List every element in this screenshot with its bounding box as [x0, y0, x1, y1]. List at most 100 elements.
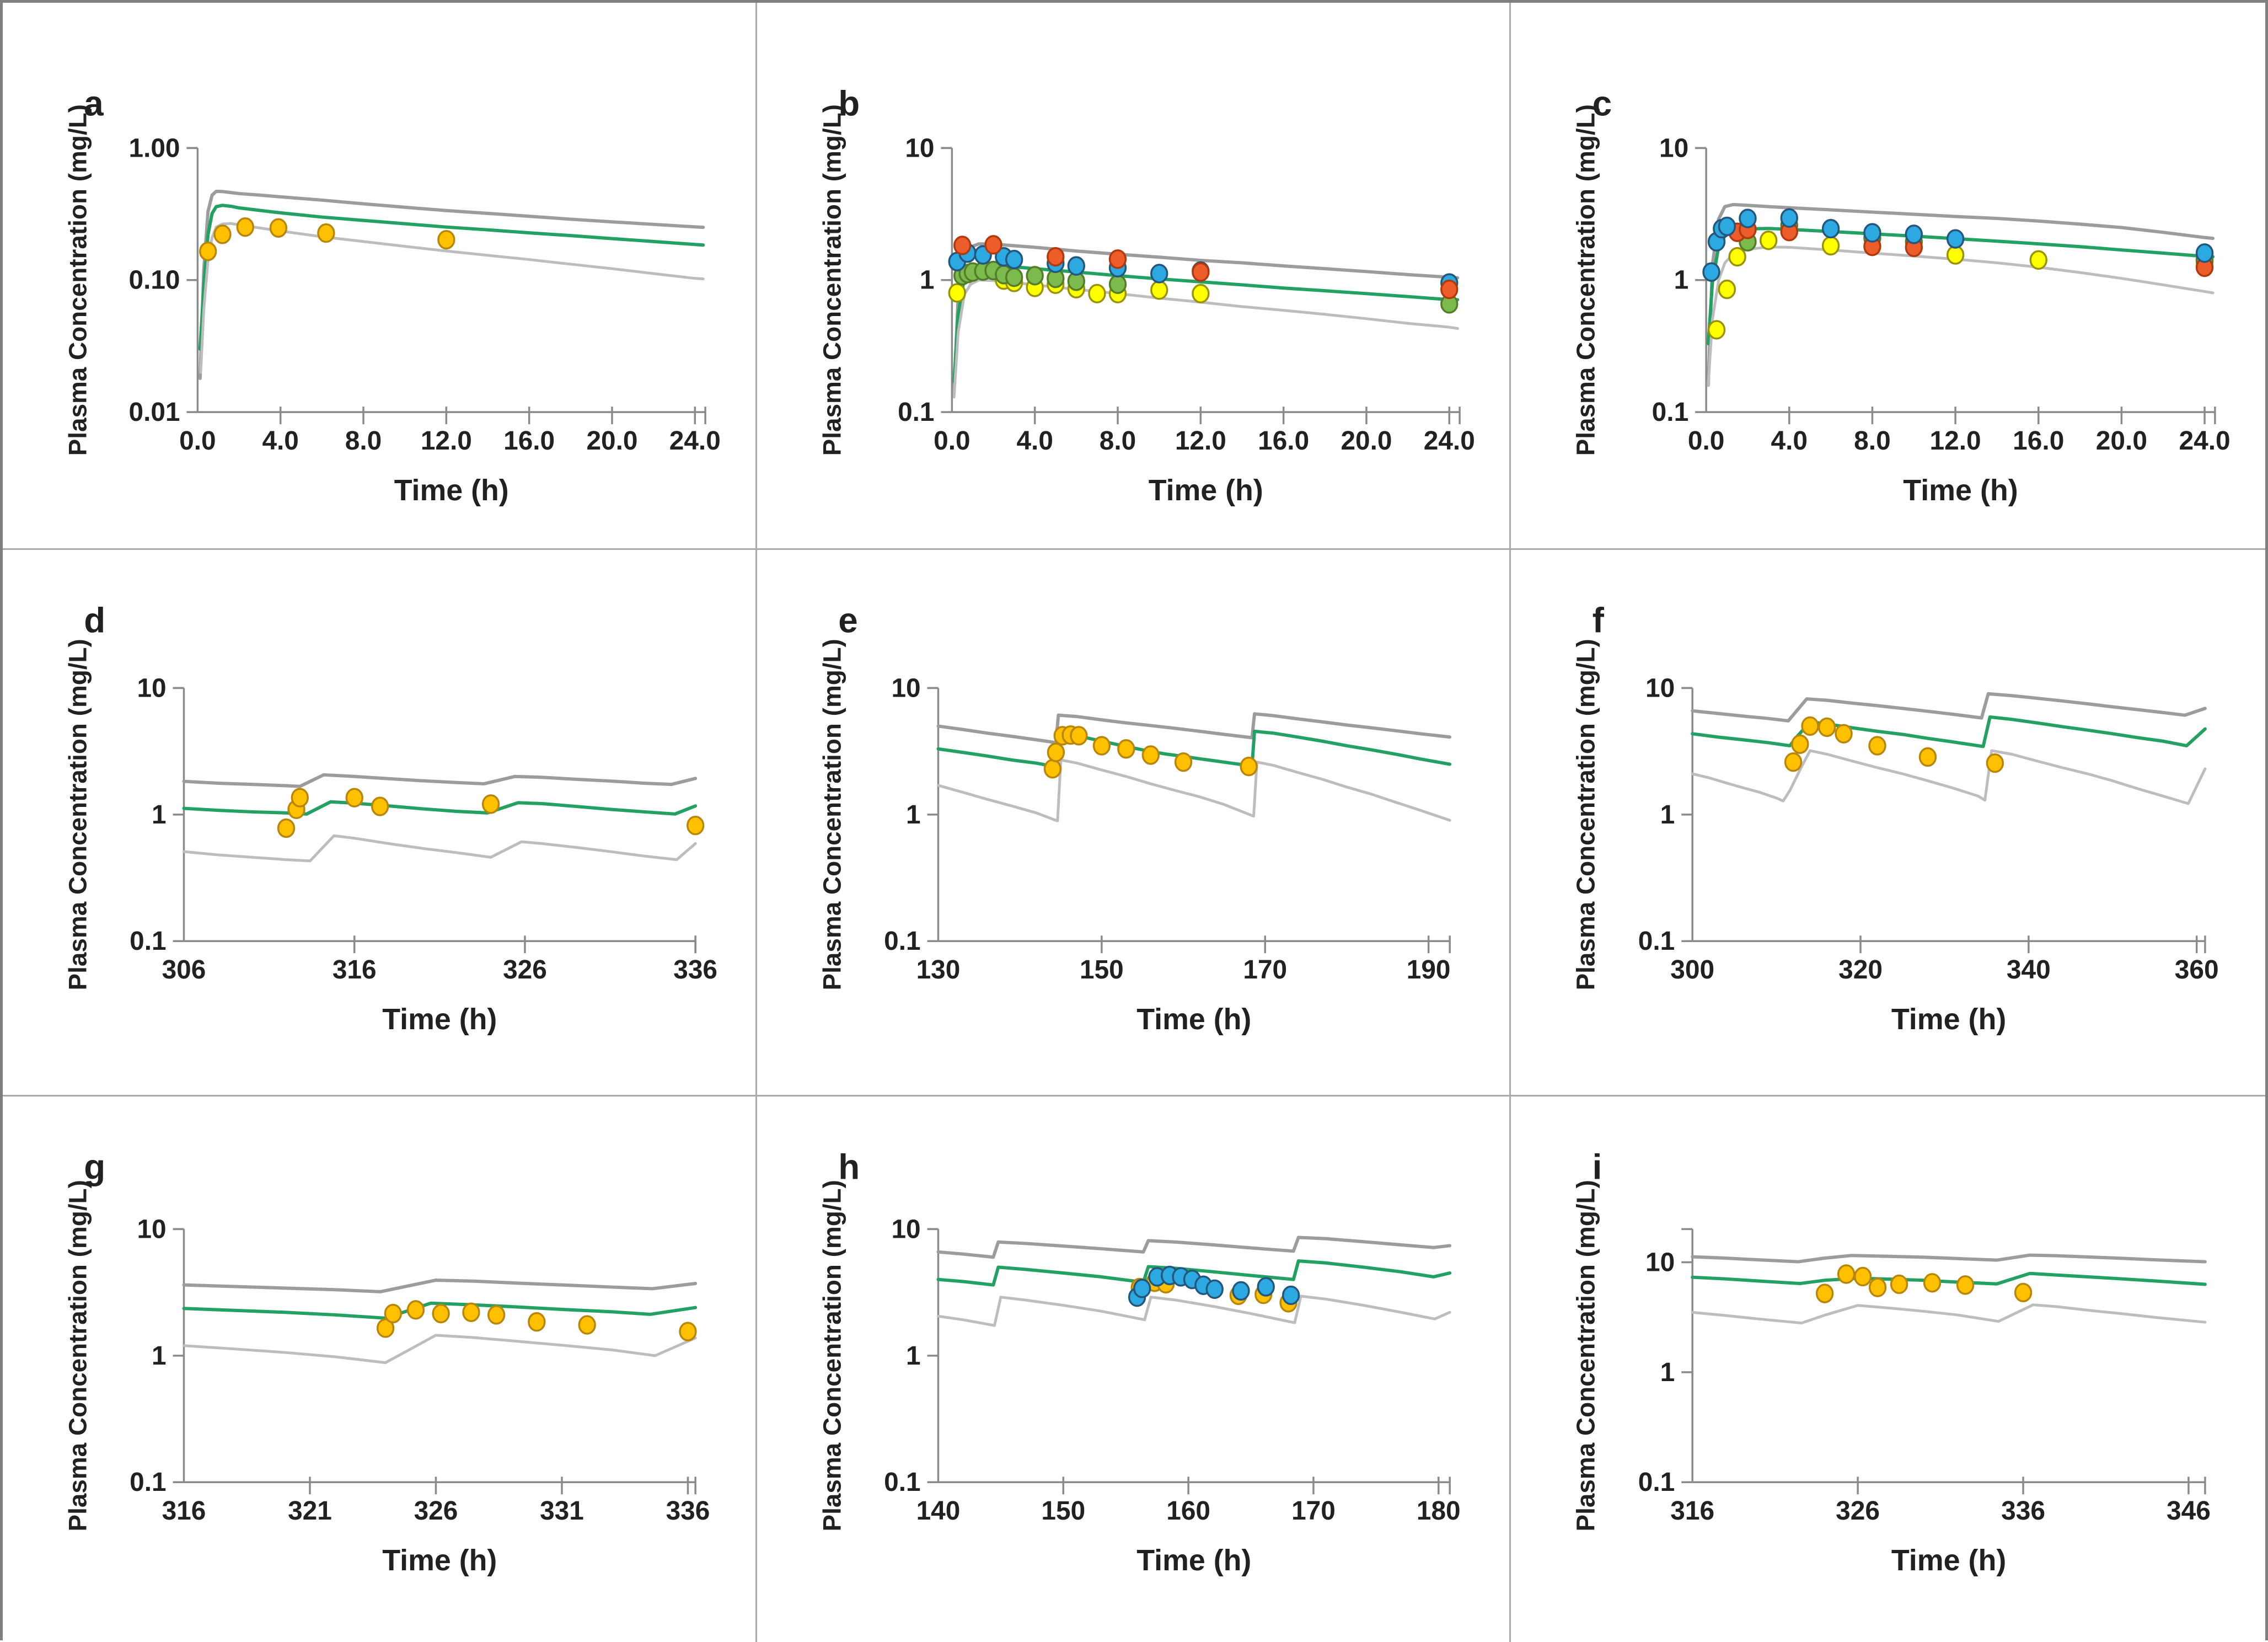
panel-e-predicted-median-line: [936, 729, 1451, 769]
y-axis-title: Plasma Concentration (mg/L): [818, 639, 846, 990]
y-axis-title: Plasma Concentration (mg/L): [1572, 639, 1600, 990]
x-axis-title: Time (h): [1148, 474, 1263, 507]
panel-i-upper-percentile-line: [1691, 1253, 2207, 1264]
panel-i-observed-amber-point: [1890, 1274, 1908, 1295]
panel-f-observed-amber-point: [1919, 747, 1937, 767]
panel-e-observed-amber-point: [1069, 725, 1088, 746]
x-tick-label: 180: [1417, 1496, 1461, 1526]
x-tick-label: 0.0: [934, 426, 970, 456]
panel-a-observed-amber-point: [437, 229, 455, 250]
panel-c-observed-yellow-point: [1708, 320, 1726, 340]
panel-i-lower-percentile-line: [1691, 1303, 2207, 1325]
x-tick-label: 24.0: [669, 426, 721, 456]
x-tick-label: 190: [1406, 955, 1450, 985]
y-axis-title: Plasma Concentration (mg/L): [63, 639, 92, 990]
panel-a-observed-amber-point: [317, 223, 335, 243]
y-tick-label: 0.1: [1652, 398, 1689, 427]
y-axis-title: Plasma Concentration (mg/L): [818, 104, 846, 456]
panel-c-observed-blue-point: [1947, 229, 1965, 249]
panel-d-observed-amber-point: [345, 788, 363, 807]
panel-b-observed-yellow-point: [1191, 284, 1210, 304]
y-tick-label: 10: [905, 133, 934, 163]
x-tick-label: 0.0: [179, 426, 216, 456]
panel-i-observed-amber-point: [2014, 1282, 2033, 1303]
panel-g-observed-amber-point: [384, 1303, 402, 1324]
x-tick-label: 170: [1243, 955, 1287, 985]
panel-a-predicted-median-line: [198, 204, 705, 351]
panel-b-observed-blue-point: [1005, 249, 1023, 270]
panel-letter-d: d: [84, 600, 105, 640]
panel-b-observed-orange-point: [1108, 249, 1127, 269]
panel-e-observed-amber-point: [1240, 756, 1258, 776]
x-tick-label: 326: [414, 1496, 458, 1526]
x-tick-label: 12.0: [421, 426, 472, 456]
panel-b-observed-orange-point: [1191, 262, 1210, 282]
panel-d-observed-amber-point: [371, 796, 389, 816]
y-tick-label: 0.1: [1638, 1468, 1675, 1497]
y-tick-label: 0.1: [130, 1468, 166, 1497]
x-tick-label: 336: [666, 1496, 710, 1526]
x-tick-label: 8.0: [1099, 426, 1135, 456]
x-axis-title: Time (h): [394, 474, 509, 507]
panel-g-observed-amber-point: [487, 1305, 506, 1325]
panel-d-lower-percentile-line: [182, 834, 697, 862]
x-tick-label: 300: [1671, 955, 1715, 985]
panel-i: i Plasma Concentration (mg/L) Time (h) 10 1 0…: [1511, 1097, 2265, 1642]
panel-e-observed-amber-point: [1043, 758, 1061, 779]
x-tick-label: 346: [2167, 1496, 2211, 1526]
x-axis-title: Time (h): [1891, 1544, 2006, 1577]
panel-g-upper-percentile-line: [182, 1279, 698, 1294]
x-tick-label: 360: [2175, 955, 2219, 985]
panel-g-observed-amber-point: [462, 1302, 480, 1323]
x-tick-label: 20.0: [586, 426, 637, 456]
panel-f-lower-percentile-line: [1691, 748, 2207, 805]
y-tick-label: 0.1: [1638, 927, 1675, 956]
y-axis-title: Plasma Concentration (mg/L): [63, 104, 92, 456]
panel-b-observed-orange-point: [984, 235, 1002, 255]
y-tick-label: 10: [137, 1215, 166, 1244]
panel-f-observed-amber-point: [1986, 753, 2004, 773]
panel-d-observed-amber-point: [277, 818, 296, 838]
y-tick-label: 1: [1674, 266, 1689, 295]
x-tick-label: 320: [1838, 955, 1883, 985]
panel-g-observed-amber-point: [578, 1315, 596, 1335]
x-axis-title: Time (h): [1136, 1002, 1251, 1035]
panel-b-observed-green-point: [1108, 274, 1127, 295]
y-tick-label: 10: [1659, 133, 1688, 163]
panel-f-observed-amber-point: [1801, 716, 1820, 736]
x-tick-label: 150: [1041, 1496, 1085, 1526]
panel-h-observed-blue-point: [1205, 1279, 1224, 1299]
panel-a: a Plasma Concentration (mg/L) Time (h) 1.00…: [3, 3, 757, 550]
panel-b-observed-orange-point: [1440, 279, 1459, 299]
x-tick-label: 170: [1291, 1496, 1336, 1526]
panel-d: d Plasma Concentration (mg/L) Time (h) 10 1 0…: [3, 549, 757, 1097]
panel-a-observed-amber-point: [213, 224, 232, 244]
x-tick-label: 321: [288, 1496, 332, 1526]
panel-b-observed-yellow-point: [1087, 284, 1106, 304]
panel-d-observed-amber-point: [686, 815, 705, 835]
panel-c-observed-blue-point: [1739, 208, 1757, 228]
x-tick-label: 160: [1166, 1496, 1210, 1526]
panel-h-predicted-median-line: [936, 1259, 1451, 1287]
y-axis-title: Plasma Concentration (mg/L): [1572, 1180, 1600, 1531]
x-tick-label: 16.0: [2013, 426, 2064, 456]
panel-letter-f: f: [1593, 600, 1605, 640]
panel-i-observed-amber-point: [1837, 1264, 1856, 1284]
x-tick-label: 326: [503, 955, 547, 985]
y-tick-label: 0.1: [898, 398, 934, 427]
panel-c-observed-yellow-point: [1822, 236, 1840, 256]
x-tick-label: 20.0: [1341, 426, 1392, 456]
y-tick-label: 1: [920, 266, 935, 295]
x-tick-label: 16.0: [503, 426, 555, 456]
x-tick-label: 8.0: [1854, 426, 1891, 456]
panel-e-observed-amber-point: [1047, 742, 1065, 762]
x-tick-label: 12.0: [1930, 426, 1981, 456]
panel-h-observed-blue-point: [1257, 1277, 1275, 1297]
